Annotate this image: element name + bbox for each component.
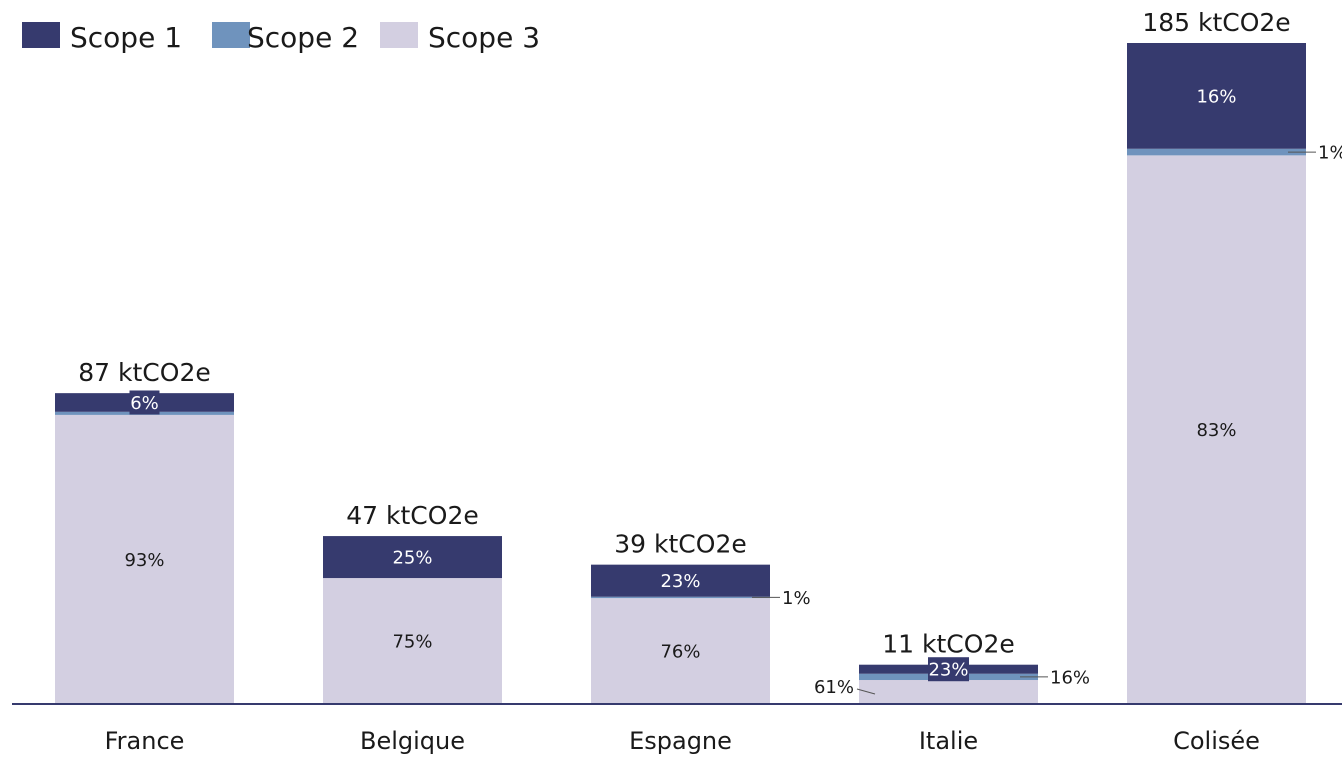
total-label-espagne: 39 ktCO2e xyxy=(614,530,746,559)
category-labels: France Belgique Espagne Italie Colisée xyxy=(105,727,1260,755)
total-label-belgique: 47 ktCO2e xyxy=(346,501,478,530)
data-label-belgique-scope-1: 25% xyxy=(392,548,432,569)
bar-belgique-scope-3 xyxy=(323,578,502,704)
data-label-espagne-scope-3: 76% xyxy=(660,642,700,663)
legend-swatch-scope-1 xyxy=(22,22,60,48)
bar-colisee-scope-1 xyxy=(1127,43,1306,149)
data-label-espagne-scope-2: 1% xyxy=(782,588,811,609)
leader-line-italie-scope-3 xyxy=(856,688,876,695)
bar-france-scope-3 xyxy=(55,414,234,704)
category-label-belgique: Belgique xyxy=(360,727,465,755)
category-label-italie: Italie xyxy=(919,727,978,755)
legend: Scope 1 Scope 2 Scope 3 xyxy=(22,21,540,54)
bar-colisee-scope-3 xyxy=(1127,155,1306,704)
bar-espagne-scope-3 xyxy=(591,598,770,704)
bar-espagne-scope-1 xyxy=(591,564,770,597)
labels-group: 87 ktCO2e 6% 93% 47 ktCO2e 25% 75% 39 ktCO2e 23… xyxy=(78,8,1342,698)
data-label-colisee-scope-3: 83% xyxy=(1196,420,1236,441)
legend-label-scope-3: Scope 3 xyxy=(428,21,540,54)
legend-label-scope-1: Scope 1 xyxy=(70,21,182,54)
total-label-italie: 11 ktCO2e xyxy=(882,630,1014,659)
data-label-espagne-scope-1: 23% xyxy=(660,571,700,592)
data-label-italie-scope-1: 23% xyxy=(928,660,968,681)
data-label-france-scope-3: 93% xyxy=(124,550,164,571)
data-label-colisee-scope-2: 1% xyxy=(1318,143,1342,164)
bar-belgique-scope-1 xyxy=(323,536,502,579)
legend-label-scope-2: Scope 2 xyxy=(247,21,359,54)
data-label-box-italie-scope-1 xyxy=(928,657,969,682)
bar-colisee-scope-2 xyxy=(1127,148,1306,156)
bar-espagne-scope-2 xyxy=(591,596,770,599)
data-label-france-scope-1: 6% xyxy=(130,393,159,414)
data-label-belgique-scope-3: 75% xyxy=(392,632,432,653)
legend-swatch-scope-3 xyxy=(380,22,418,48)
total-label-colisee: 185 ktCO2e xyxy=(1142,8,1290,37)
legend-swatch-scope-2 xyxy=(212,22,250,48)
data-label-italie-scope-2: 16% xyxy=(1050,667,1090,688)
bar-italie-scope-3 xyxy=(859,680,1038,704)
category-label-espagne: Espagne xyxy=(629,727,732,755)
data-label-colisee-scope-1: 16% xyxy=(1196,86,1236,107)
data-label-box-france-scope-1 xyxy=(129,390,160,415)
data-label-italie-scope-3: 61% xyxy=(814,677,854,698)
total-label-france: 87 ktCO2e xyxy=(78,358,210,387)
category-label-france: France xyxy=(105,727,185,755)
bars-group xyxy=(55,43,1306,704)
category-label-colisee: Colisée xyxy=(1173,727,1260,755)
